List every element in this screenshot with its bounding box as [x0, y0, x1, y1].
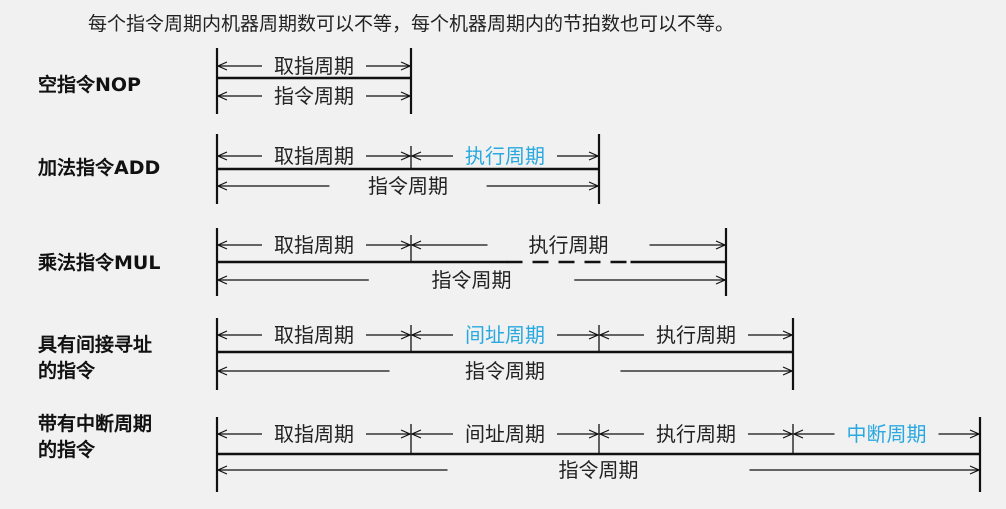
- segment-label: 取指周期: [270, 325, 358, 345]
- segment-label: 执行周期: [652, 424, 740, 444]
- total-arrowhead-right: [588, 181, 600, 191]
- total-arrowhead-left: [216, 181, 228, 191]
- total-arrowhead-left: [216, 366, 228, 376]
- segment-label: 间址周期: [461, 325, 549, 345]
- segment-arrowhead-right: [782, 429, 794, 439]
- row-label-line: 加法指令ADD: [38, 157, 161, 179]
- segment-label: 中断周期: [842, 424, 931, 444]
- row-label-line: 的指令: [38, 439, 96, 461]
- total-arrowhead-right: [782, 366, 794, 376]
- segment-arrowhead-left: [410, 330, 422, 340]
- segment-arrowhead-right: [969, 429, 981, 439]
- row-label-line: 带有中断周期: [38, 413, 153, 435]
- segment-label: 执行周期: [652, 325, 740, 345]
- segment-arrowhead-left: [598, 330, 610, 340]
- total-arrowhead-left: [216, 465, 228, 475]
- segment-label: 间址周期: [461, 424, 549, 444]
- row-label: 带有中断周期 的指令: [38, 411, 198, 463]
- segment-label: 执行周期: [461, 146, 549, 166]
- segment-arrowhead-left: [216, 429, 228, 439]
- row-label: 加法指令ADD: [38, 155, 198, 181]
- segment-label: 取指周期: [270, 424, 358, 444]
- segment-arrowhead-left: [216, 61, 228, 71]
- total-label: 指令周期: [461, 361, 549, 381]
- segment-arrowhead-right: [588, 330, 600, 340]
- segment-arrowhead-right: [400, 151, 412, 161]
- segment-arrowhead-left: [598, 429, 610, 439]
- total-label: 指令周期: [427, 270, 516, 290]
- total-arrowhead-left: [216, 91, 228, 101]
- segment-arrowhead-right: [588, 151, 600, 161]
- total-label: 指令周期: [270, 86, 358, 106]
- segment-arrowhead-left: [792, 429, 804, 439]
- total-label: 指令周期: [364, 176, 452, 196]
- segment-label: 取指周期: [270, 146, 358, 166]
- row-label: 具有间接寻址 的指令: [38, 332, 198, 384]
- segment-arrowhead-right: [715, 240, 727, 250]
- total-arrowhead-right: [715, 275, 727, 285]
- segment-arrowhead-left: [410, 429, 422, 439]
- row-label-line: 具有间接寻址: [38, 334, 153, 356]
- total-arrowhead-right: [400, 91, 412, 101]
- segment-label: 取指周期: [270, 56, 358, 76]
- segment-arrowhead-left: [216, 240, 228, 250]
- segment-arrowhead-right: [782, 330, 794, 340]
- segment-arrowhead-left: [216, 151, 228, 161]
- row-label-line: 的指令: [38, 360, 96, 382]
- total-arrowhead-left: [216, 275, 228, 285]
- segment-arrowhead-right: [400, 61, 412, 71]
- row-label: 乘法指令MUL: [38, 250, 198, 276]
- segment-arrowhead-right: [400, 240, 412, 250]
- segment-label: 取指周期: [270, 235, 358, 255]
- row-label-line: 乘法指令MUL: [38, 252, 161, 274]
- segment-arrowhead-right: [400, 429, 412, 439]
- total-arrowhead-right: [969, 465, 981, 475]
- segment-label: 执行周期: [524, 235, 613, 255]
- segment-arrowhead-left: [410, 240, 422, 250]
- total-label: 指令周期: [554, 460, 643, 480]
- segment-arrowhead-right: [400, 330, 412, 340]
- segment-arrowhead-left: [216, 330, 228, 340]
- segment-arrowhead-left: [410, 151, 422, 161]
- intro-text: 每个指令周期内机器周期数可以不等，每个机器周期内的节拍数也可以不等。: [88, 13, 735, 35]
- segment-arrowhead-right: [588, 429, 600, 439]
- row-label: 空指令NOP: [38, 72, 198, 98]
- row-label-line: 空指令NOP: [38, 74, 141, 96]
